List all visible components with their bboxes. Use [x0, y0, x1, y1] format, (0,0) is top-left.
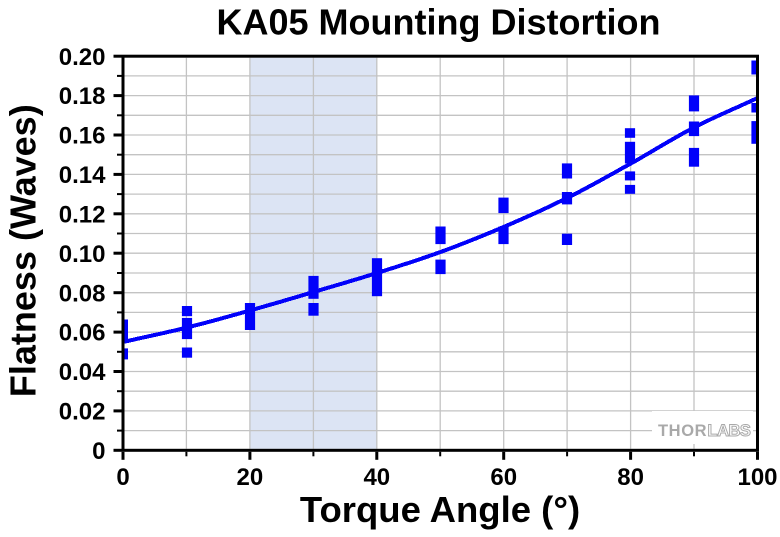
svg-text:0: 0	[92, 438, 105, 465]
svg-text:0: 0	[116, 464, 129, 491]
svg-text:0.08: 0.08	[59, 280, 106, 307]
svg-text:20: 20	[237, 464, 264, 491]
svg-text:0.20: 0.20	[59, 44, 106, 71]
svg-text:100: 100	[737, 464, 777, 491]
svg-text:0.12: 0.12	[59, 201, 106, 228]
svg-text:0.02: 0.02	[59, 399, 106, 426]
svg-text:0.10: 0.10	[59, 241, 106, 268]
svg-text:0.14: 0.14	[59, 162, 106, 189]
svg-text:0.16: 0.16	[59, 123, 106, 150]
svg-text:THOR: THOR	[658, 422, 707, 440]
svg-text:Flatness (Waves): Flatness (Waves)	[2, 104, 43, 397]
svg-text:LABS: LABS	[708, 422, 751, 440]
svg-text:KA05 Mounting Distortion: KA05 Mounting Distortion	[217, 2, 661, 43]
svg-text:80: 80	[617, 464, 644, 491]
svg-text:0.04: 0.04	[59, 359, 106, 386]
svg-text:0.06: 0.06	[59, 320, 106, 347]
svg-text:0.18: 0.18	[59, 83, 106, 110]
svg-text:60: 60	[490, 464, 517, 491]
svg-text:Torque Angle (°): Torque Angle (°)	[300, 489, 580, 530]
svg-text:40: 40	[363, 464, 390, 491]
